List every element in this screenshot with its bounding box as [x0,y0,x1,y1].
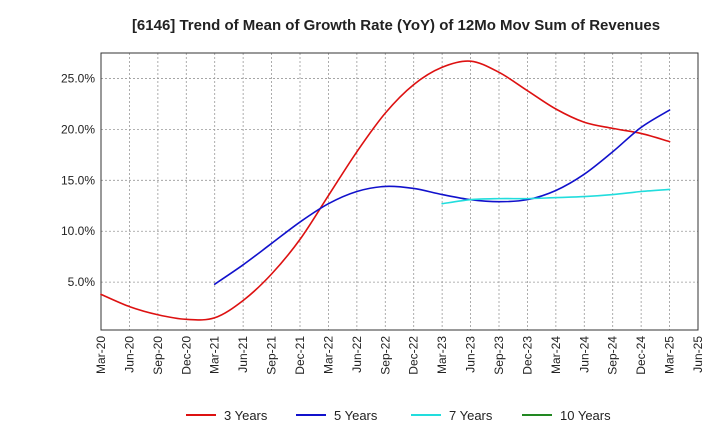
x-tick-label: Jun-24 [577,336,591,373]
x-tick-label: Mar-23 [435,336,449,374]
x-tick-label: Sep-24 [606,336,620,375]
x-tick-label: Sep-23 [492,336,506,375]
plot-area [101,53,698,330]
legend-label-3-years: 3 Years [224,408,268,423]
x-tick-label: Jun-23 [464,336,478,373]
x-tick-label: Dec-21 [293,336,307,375]
x-axis: Mar-20 Jun-20 Sep-20 Dec-20 Mar-21 Jun-21 Sep-… [94,336,705,375]
legend-label-7-years: 7 Years [449,408,493,423]
x-tick-label: Jun-21 [236,336,250,373]
y-tick-label: 20.0% [61,122,95,136]
x-tick-label: Sep-20 [151,336,165,375]
x-tick-label: Jun-20 [122,336,136,373]
x-tick-label: Dec-24 [634,336,648,375]
y-tick-label: 15.0% [61,173,95,187]
x-tick-label: Mar-21 [208,336,222,374]
x-tick-label: Dec-23 [520,336,534,375]
grid-lines [101,53,698,330]
series-layer [100,60,671,321]
series-line-3-years [100,60,671,321]
x-tick-label: Jun-22 [350,336,364,373]
x-tick-label: Dec-20 [179,336,193,375]
plot-frame [100,52,699,331]
x-tick-label: Mar-25 [663,336,677,374]
x-tick-label: Mar-20 [94,336,108,374]
y-tick-label: 10.0% [61,224,95,238]
y-tick-label: 5.0% [68,275,96,289]
legend-label-5-years: 5 Years [334,408,378,423]
x-tick-label: Mar-24 [549,336,563,374]
y-axis: 5.0% 10.0% 15.0% 20.0% 25.0% [61,71,95,289]
x-tick-label: Jun-25 [691,336,705,373]
chart-title: [6146] Trend of Mean of Growth Rate (YoY… [132,17,660,34]
series-line-7-years [441,188,671,205]
x-tick-label: Dec-22 [407,336,421,375]
y-tick-label: 25.0% [61,71,95,85]
x-tick-label: Mar-22 [321,336,335,374]
x-tick-label: Sep-21 [265,336,279,375]
series-line-5-years [213,109,671,285]
legend-label-10-years: 10 Years [560,408,611,423]
legend: 3 Years 5 Years 7 Years 10 Years [186,408,611,423]
x-tick-label: Sep-22 [378,336,392,375]
